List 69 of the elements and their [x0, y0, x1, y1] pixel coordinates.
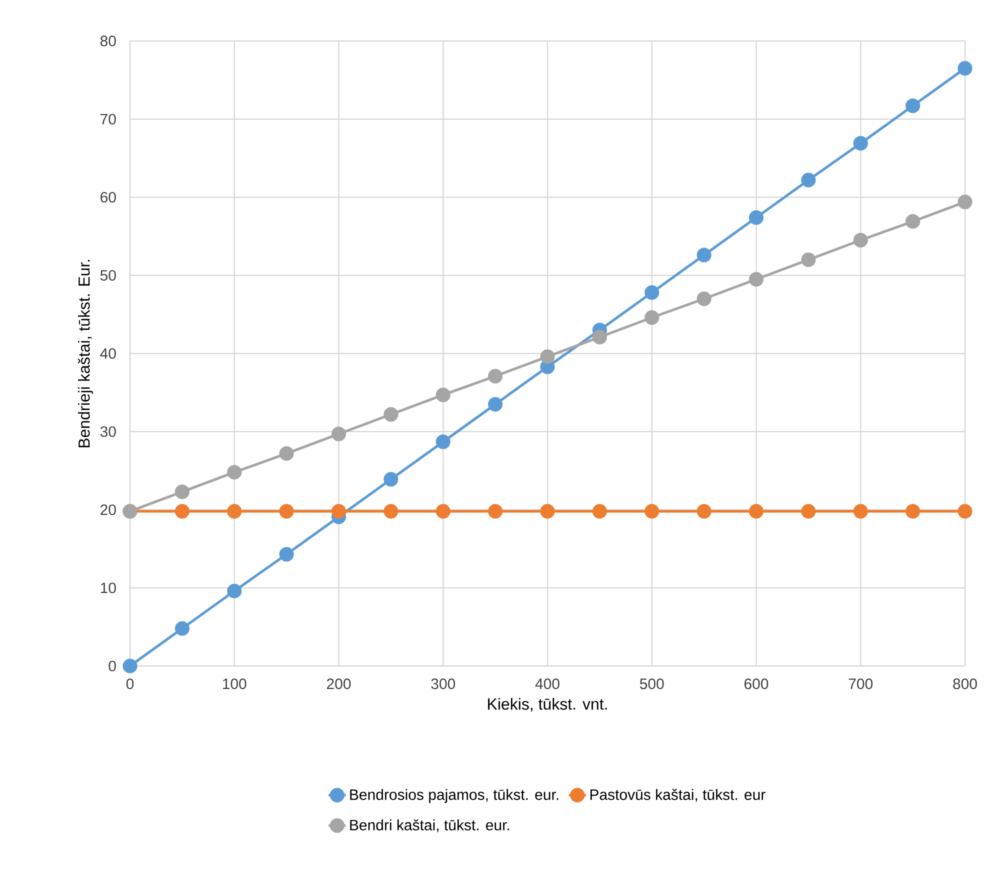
point	[279, 504, 294, 519]
point	[540, 504, 555, 519]
y-tick-label: 70	[100, 114, 116, 124]
point	[174, 504, 190, 519]
point	[279, 446, 294, 461]
x-tick-label: 400	[535, 678, 560, 690]
point	[801, 252, 816, 268]
point	[384, 504, 398, 519]
point	[122, 658, 138, 674]
point	[592, 504, 607, 519]
point	[906, 504, 920, 519]
x-tick-label: 200	[326, 678, 351, 690]
point	[853, 136, 868, 151]
point	[801, 504, 816, 519]
y-tick-label: 20	[100, 504, 116, 516]
point	[853, 232, 868, 248]
x-tick-label: 100	[223, 678, 246, 690]
point	[436, 504, 450, 519]
point	[958, 504, 972, 519]
y-tick-label: 50	[100, 270, 116, 281]
point	[331, 426, 346, 442]
x-tick-label: 700	[848, 678, 873, 690]
x-tick-label: 500	[640, 678, 664, 690]
point	[906, 214, 920, 229]
point	[748, 504, 764, 519]
point	[696, 504, 712, 519]
point	[540, 349, 555, 364]
point	[644, 310, 660, 325]
y-tick-label: 10	[100, 582, 116, 594]
legend-label: Bendri kaštai, tūkst. eur.	[350, 819, 510, 832]
point	[696, 292, 712, 306]
x-tick-label: 0	[126, 678, 134, 690]
point	[644, 285, 660, 300]
point	[748, 210, 764, 225]
point	[279, 546, 294, 562]
x-tick-label: 800	[953, 678, 977, 690]
point	[174, 484, 190, 500]
y-tick-label: 40	[100, 348, 116, 359]
y-axis-title: Bendrieji kaštai, tūkst. Eur.	[78, 260, 93, 448]
point	[748, 272, 764, 287]
point	[488, 504, 503, 519]
point	[592, 330, 607, 344]
point	[488, 368, 503, 384]
y-tick-label: 30	[100, 426, 116, 437]
point	[696, 248, 712, 262]
point	[384, 472, 398, 487]
x-tick-label: 300	[431, 678, 456, 690]
point	[644, 504, 660, 519]
point	[331, 504, 346, 519]
point	[958, 194, 972, 210]
point	[801, 172, 816, 188]
point	[227, 584, 242, 598]
y-tick-label: 0	[108, 660, 116, 672]
legend-label: Pastovūs kaštai, tūkst. eur	[590, 788, 766, 802]
point	[436, 388, 450, 402]
x-tick-label: 600	[744, 678, 768, 690]
point	[174, 621, 190, 636]
y-tick-label: 80	[100, 36, 116, 46]
point	[227, 504, 242, 519]
point	[384, 407, 398, 422]
point	[227, 464, 242, 480]
legend-label: Bendrosios pajamos, tūkst. eur.	[350, 788, 558, 803]
point	[436, 434, 450, 450]
point	[906, 98, 920, 114]
point	[488, 396, 503, 412]
point	[853, 504, 868, 519]
point	[958, 61, 972, 76]
x-axis-title: Kiekis, tūkst. vnt.	[488, 698, 607, 712]
y-tick-label: 60	[100, 192, 116, 203]
